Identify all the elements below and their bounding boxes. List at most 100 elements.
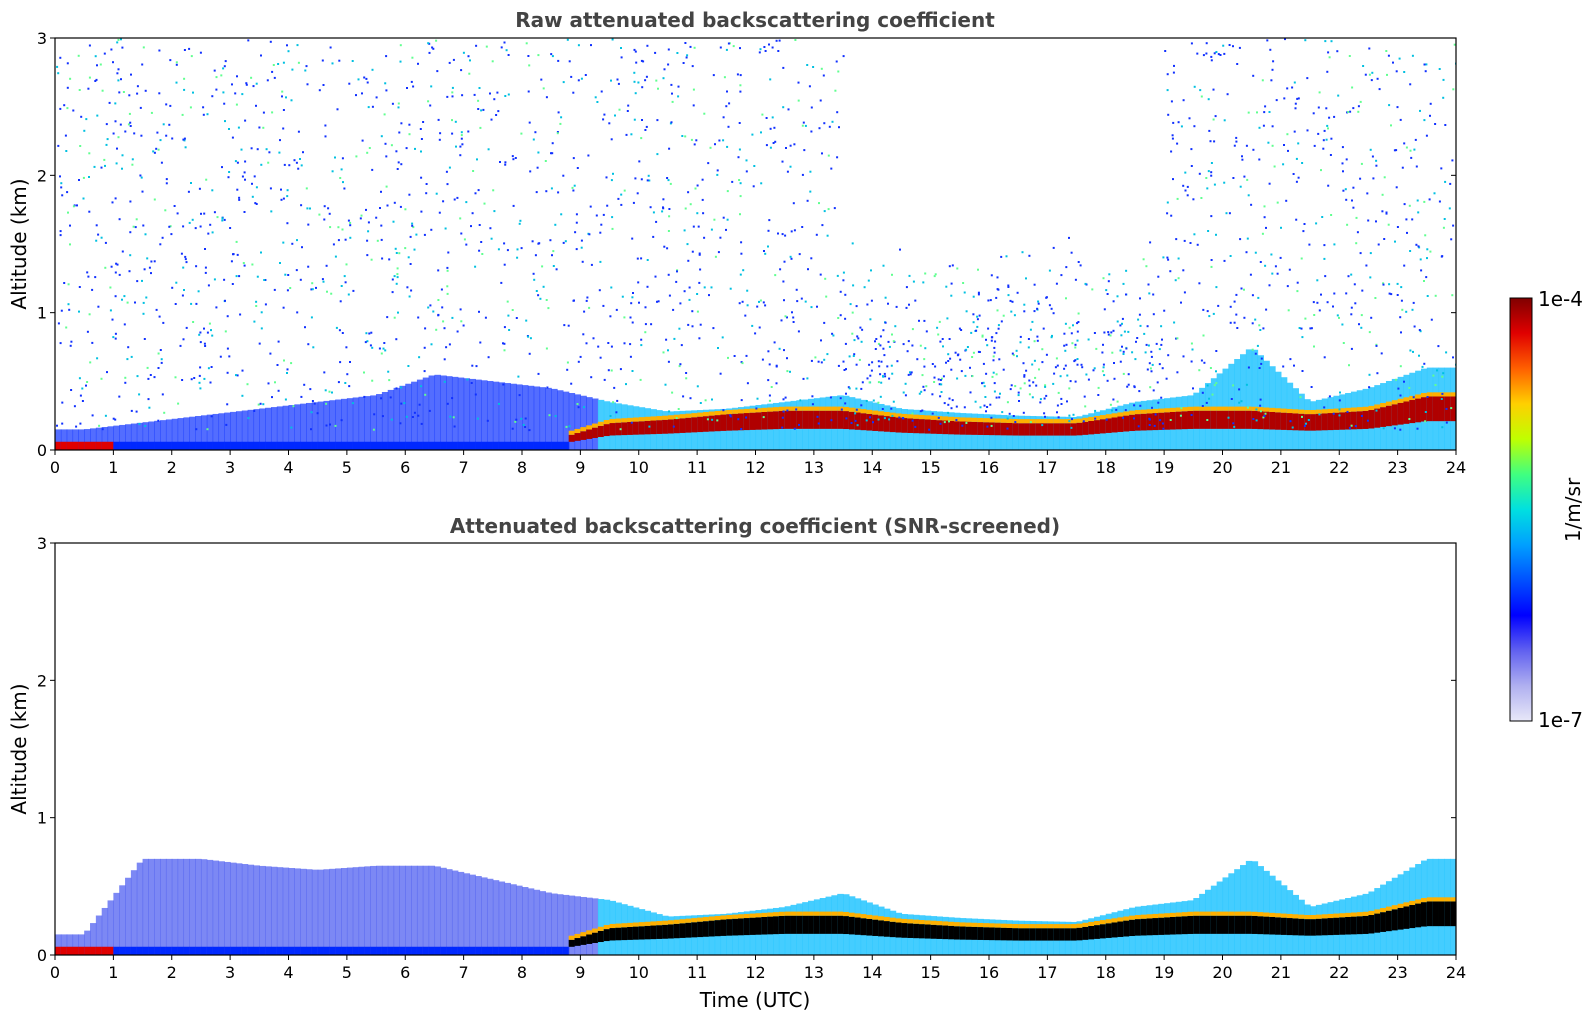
noise-speck bbox=[699, 268, 702, 271]
noise-speck bbox=[582, 333, 585, 336]
noise-speck bbox=[251, 195, 254, 198]
noise-speck bbox=[429, 304, 432, 307]
noise-speck bbox=[989, 299, 992, 302]
noise-speck bbox=[1328, 56, 1331, 59]
surface-layer-cell bbox=[457, 441, 465, 450]
surface-layer-cell bbox=[486, 946, 494, 955]
noise-speck bbox=[78, 286, 81, 288]
noise-speck bbox=[943, 402, 946, 405]
noise-speck bbox=[557, 59, 560, 62]
noise-speck bbox=[1395, 149, 1398, 152]
noise-speck bbox=[1148, 362, 1151, 365]
y-tick-label: 0 bbox=[37, 946, 47, 965]
noise-speck bbox=[835, 60, 838, 63]
noise-speck bbox=[117, 68, 120, 71]
noise-speck bbox=[821, 224, 824, 227]
noise-speck bbox=[1327, 184, 1330, 187]
noise-speck bbox=[804, 300, 807, 303]
noise-speck bbox=[286, 189, 289, 192]
noise-speck bbox=[746, 382, 749, 385]
aerosol-cell bbox=[498, 382, 506, 450]
noise-speck bbox=[59, 175, 61, 178]
noise-speck bbox=[1014, 421, 1017, 423]
boundary-layer-cell bbox=[1053, 423, 1060, 436]
noise-speck bbox=[767, 350, 770, 353]
surface-layer-cell bbox=[376, 946, 383, 955]
noise-speck bbox=[228, 128, 230, 130]
noise-speck bbox=[709, 146, 712, 149]
noise-speck bbox=[905, 306, 908, 309]
noise-speck bbox=[357, 78, 360, 81]
noise-speck bbox=[603, 378, 606, 381]
boundary-layer-edge bbox=[580, 427, 587, 432]
aerosol-cell bbox=[130, 870, 138, 955]
noise-speck bbox=[1387, 54, 1390, 57]
x-tick-label: 21 bbox=[1271, 458, 1291, 477]
noise-speck bbox=[1233, 300, 1236, 303]
noise-speck bbox=[1441, 375, 1444, 378]
noise-speck bbox=[311, 282, 314, 285]
aerosol-cell bbox=[562, 391, 570, 450]
noise-speck bbox=[1306, 129, 1309, 132]
noise-speck bbox=[801, 226, 804, 228]
noise-speck bbox=[990, 274, 993, 277]
noise-speck bbox=[215, 306, 218, 309]
noise-speck bbox=[1170, 100, 1173, 103]
noise-speck bbox=[707, 162, 710, 165]
noise-speck bbox=[1208, 315, 1211, 318]
boundary-layer-cell bbox=[1432, 396, 1440, 422]
noise-speck bbox=[408, 123, 411, 126]
noise-speck bbox=[81, 387, 84, 390]
boundary-layer-cell bbox=[784, 915, 792, 934]
noise-speck bbox=[560, 213, 563, 216]
noise-speck bbox=[931, 363, 934, 365]
noise-speck bbox=[163, 411, 166, 414]
noise-speck bbox=[1092, 369, 1095, 372]
noise-speck bbox=[1053, 372, 1056, 375]
noise-speck bbox=[254, 202, 257, 205]
noise-speck bbox=[1263, 216, 1266, 219]
aerosol-cell bbox=[411, 865, 418, 955]
noise-speck bbox=[198, 333, 201, 336]
noise-speck bbox=[887, 302, 889, 305]
noise-speck bbox=[108, 101, 111, 104]
noise-speck bbox=[204, 271, 207, 274]
noise-speck bbox=[1167, 354, 1170, 357]
noise-speck bbox=[992, 355, 995, 358]
noise-speck bbox=[947, 353, 950, 356]
noise-speck bbox=[334, 156, 336, 159]
surface-layer-cell bbox=[539, 441, 546, 450]
noise-speck bbox=[160, 358, 163, 361]
aerosol-cell bbox=[300, 403, 307, 450]
noise-speck bbox=[420, 210, 423, 213]
noise-speck bbox=[1071, 418, 1073, 421]
surface-layer-cell bbox=[95, 946, 103, 955]
aerosol-cell bbox=[206, 859, 214, 955]
surface-layer-cell bbox=[317, 441, 325, 450]
noise-speck bbox=[764, 50, 767, 52]
noise-speck bbox=[383, 113, 386, 116]
noise-speck bbox=[1124, 409, 1127, 412]
noise-speck bbox=[1210, 162, 1213, 164]
noise-speck bbox=[1147, 283, 1150, 286]
noise-speck bbox=[366, 340, 369, 343]
noise-speck bbox=[66, 86, 69, 89]
noise-speck bbox=[1213, 52, 1216, 55]
boundary-layer-edge bbox=[749, 408, 757, 413]
noise-speck bbox=[500, 46, 503, 49]
noise-speck bbox=[69, 224, 71, 227]
noise-speck bbox=[439, 132, 442, 135]
aerosol-cell bbox=[1263, 360, 1270, 450]
surface-layer-cell bbox=[55, 441, 62, 450]
boundary-layer-edge bbox=[1012, 924, 1019, 929]
noise-speck bbox=[280, 198, 283, 201]
boundary-layer-cell bbox=[953, 421, 961, 435]
boundary-layer-cell bbox=[1368, 915, 1375, 934]
noise-speck bbox=[617, 197, 620, 200]
boundary-layer-edge bbox=[1222, 911, 1229, 916]
noise-speck bbox=[1196, 52, 1199, 55]
boundary-layer-edge bbox=[702, 917, 710, 922]
boundary-layer-edge bbox=[1158, 913, 1165, 918]
noise-speck bbox=[1133, 404, 1136, 407]
noise-speck bbox=[504, 161, 507, 164]
